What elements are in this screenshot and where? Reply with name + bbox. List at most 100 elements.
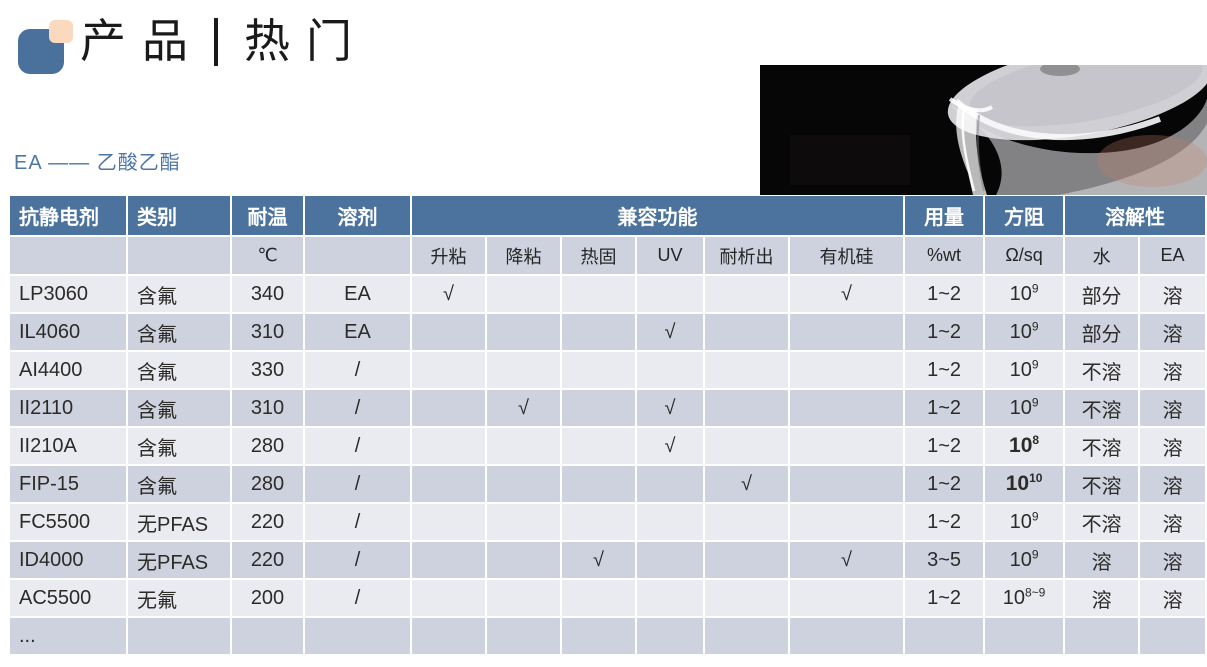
- cell-compat-5: [790, 504, 906, 542]
- col-header-dosage: 用量: [905, 196, 986, 237]
- resistance-value: 109: [1009, 546, 1039, 571]
- cell-compat-4: [705, 542, 790, 580]
- cell-compat-4: √: [705, 466, 790, 504]
- cell-product-name: AC5500: [10, 580, 128, 618]
- cell-compat-4: [705, 580, 790, 618]
- cell-compat-0: [412, 314, 487, 352]
- cell-compat-3: [637, 580, 705, 618]
- subheader-viscosity-up: 升粘: [412, 237, 487, 276]
- subheader-ohm-sq: Ω/sq: [985, 237, 1066, 276]
- product-table: 抗静电剂 类别 耐温 溶剂 兼容功能 用量 方阻 溶解性 ℃ 升粘 降粘 热固 …: [10, 196, 1206, 656]
- table-row: FIP-15 含氟 280/ √ 1~2 1010 不溶溶: [10, 466, 1206, 504]
- cell-compat-4: [705, 618, 790, 656]
- cell-compat-2: [562, 276, 637, 314]
- cell-dosage: 3~5: [905, 542, 986, 580]
- cell-dosage: 1~2: [905, 390, 986, 428]
- cell-category: 含氟: [128, 314, 232, 352]
- cell-resistance: 109: [985, 542, 1066, 580]
- subheader-thermoset: 热固: [562, 237, 637, 276]
- cell-dosage: 1~2: [905, 580, 986, 618]
- cell-category: 含氟: [128, 276, 232, 314]
- table-header: 抗静电剂 类别 耐温 溶剂 兼容功能 用量 方阻 溶解性 ℃ 升粘 降粘 热固 …: [10, 196, 1206, 276]
- cell-product-name: ...: [10, 618, 128, 656]
- cell-compat-5: [790, 314, 906, 352]
- cell-compat-1: [487, 352, 562, 390]
- cell-compat-3: [637, 504, 705, 542]
- cell-solvent: EA: [305, 314, 412, 352]
- cell-water-solubility: 不溶: [1065, 466, 1141, 504]
- cell-compat-0: [412, 618, 487, 656]
- cell-compat-5: √: [790, 276, 906, 314]
- cell-product-name: LP3060: [10, 276, 128, 314]
- cell-temp: [232, 618, 305, 656]
- subheader-blank-agent: [10, 237, 128, 276]
- table-row: AC5500 无氟 200/ 1~2 108~9 溶溶: [10, 580, 1206, 618]
- cell-compat-1: [487, 580, 562, 618]
- col-header-agent: 抗静电剂: [10, 196, 128, 237]
- cell-compat-4: [705, 390, 790, 428]
- cell-compat-2: [562, 352, 637, 390]
- cell-compat-2: [562, 428, 637, 466]
- cell-compat-1: [487, 276, 562, 314]
- cell-compat-1: [487, 504, 562, 542]
- subheader-viscosity-down: 降粘: [487, 237, 562, 276]
- cell-category: 含氟: [128, 466, 232, 504]
- cell-water-solubility: 不溶: [1065, 428, 1141, 466]
- cell-compat-1: √: [487, 390, 562, 428]
- cell-category: 无PFAS: [128, 504, 232, 542]
- page-title-left: 产品: [80, 16, 204, 67]
- cell-category: 含氟: [128, 428, 232, 466]
- subheader-wt-percent: %wt: [905, 237, 986, 276]
- resistance-value: 109: [1009, 508, 1039, 533]
- cell-compat-5: [790, 580, 906, 618]
- pouring-liquid-illustration: [760, 41, 1207, 195]
- cell-compat-2: [562, 618, 637, 656]
- cell-dosage: 1~2: [905, 428, 986, 466]
- cell-water-solubility: 溶: [1065, 542, 1141, 580]
- cell-resistance: 108~9: [985, 580, 1066, 618]
- cell-product-name: FIP-15: [10, 466, 128, 504]
- cell-resistance: 108: [985, 428, 1066, 466]
- cell-compat-3: [637, 276, 705, 314]
- cell-temp: 330: [232, 352, 305, 390]
- cell-water-solubility: 不溶: [1065, 352, 1141, 390]
- cell-product-name: II210A: [10, 428, 128, 466]
- cell-compat-0: [412, 542, 487, 580]
- resistance-value: 109: [1009, 280, 1039, 305]
- cell-temp: 220: [232, 542, 305, 580]
- cell-resistance: 109: [985, 314, 1066, 352]
- cell-solvent: /: [305, 466, 412, 504]
- cell-solvent: [305, 618, 412, 656]
- cell-compat-0: √: [412, 276, 487, 314]
- cell-compat-4: [705, 314, 790, 352]
- resistance-value: 108~9: [1002, 584, 1046, 609]
- table-row: ...: [10, 618, 1206, 656]
- cell-resistance: 109: [985, 390, 1066, 428]
- cell-compat-1: [487, 542, 562, 580]
- subheader-blank-category: [128, 237, 232, 276]
- cell-compat-5: [790, 618, 906, 656]
- cell-resistance: 109: [985, 276, 1066, 314]
- cell-water-solubility: 溶: [1065, 580, 1141, 618]
- cell-compat-3: [637, 466, 705, 504]
- cell-compat-1: [487, 618, 562, 656]
- resistance-value: 109: [1009, 318, 1039, 343]
- table-row: II210A 含氟 280/ √ 1~2 108 不溶溶: [10, 428, 1206, 466]
- cell-dosage: 1~2: [905, 314, 986, 352]
- cell-temp: 340: [232, 276, 305, 314]
- cell-solvent: /: [305, 504, 412, 542]
- cell-solvent: EA: [305, 276, 412, 314]
- cell-compat-2: [562, 504, 637, 542]
- cell-water-solubility: 不溶: [1065, 390, 1141, 428]
- title-divider: [214, 18, 218, 66]
- table-row: ID4000 无PFAS 220/√ √ 3~5 109 溶溶: [10, 542, 1206, 580]
- cell-ea-solubility: 溶: [1140, 276, 1206, 314]
- cell-category: 含氟: [128, 352, 232, 390]
- cell-ea-solubility: 溶: [1140, 314, 1206, 352]
- cell-compat-0: [412, 428, 487, 466]
- cell-resistance: 109: [985, 352, 1066, 390]
- cell-temp: 220: [232, 504, 305, 542]
- cell-compat-1: [487, 314, 562, 352]
- cell-temp: 310: [232, 314, 305, 352]
- cell-temp: 200: [232, 580, 305, 618]
